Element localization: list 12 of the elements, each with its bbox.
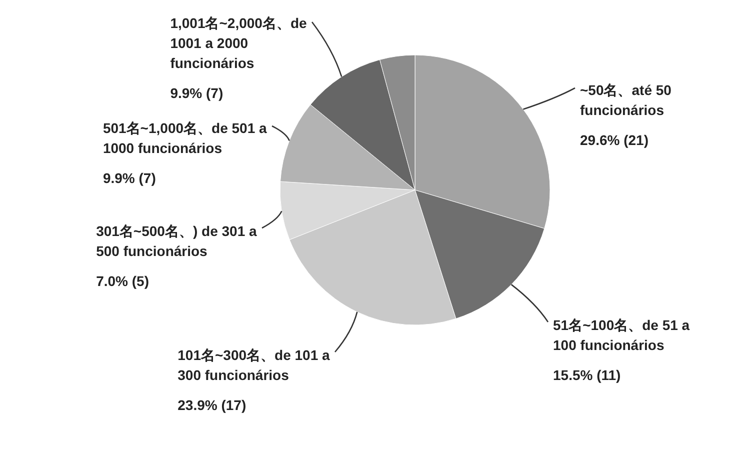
data-label: 29.6% (21)	[580, 132, 648, 148]
slice-label: 301名~500名、) de 301 a 500 funcionários	[96, 223, 257, 259]
slice-label: 101名~300名、de 101 a 300 funcionários	[178, 347, 330, 383]
data-label: 15.5% (11)	[553, 367, 621, 383]
slice-label: 51名~100名、de 51 a 100 funcionários	[553, 317, 690, 353]
data-label: 9.9% (7)	[102, 170, 156, 186]
data-label: 7.0% (5)	[96, 273, 149, 289]
data-label: 9.9% (7)	[170, 85, 224, 101]
slice-label: ~50名、até 50 funcionários	[580, 82, 672, 118]
slice-label: 501名~1,000名、de 501 a 1000 funcionários	[102, 120, 267, 156]
data-label: 23.9% (17)	[178, 397, 246, 413]
slice-label: 1,001名~2,000名、de 1001 a 2000 funcionários	[170, 15, 307, 71]
